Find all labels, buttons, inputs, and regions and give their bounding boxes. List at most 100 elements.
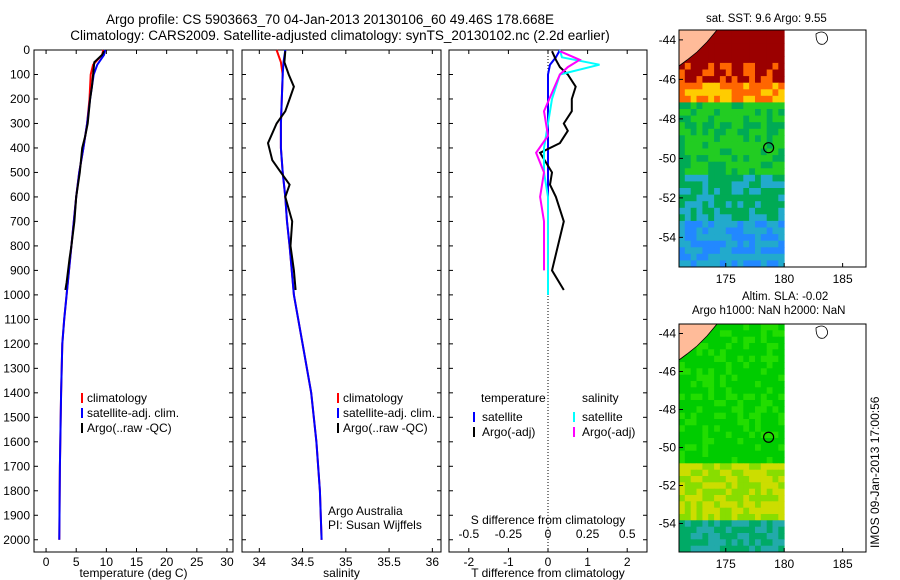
map-cell xyxy=(731,520,738,528)
map-cell xyxy=(731,214,738,222)
x-tick-label: 1 xyxy=(584,555,591,569)
map-cell xyxy=(690,387,697,395)
map-cell xyxy=(766,95,773,103)
map-cell xyxy=(772,181,779,189)
map-cell xyxy=(708,36,715,44)
map-cell xyxy=(743,526,750,534)
map-cell xyxy=(749,374,756,382)
map-cell xyxy=(719,141,727,149)
map-cell xyxy=(737,488,744,496)
map-cell xyxy=(714,425,721,433)
map-cell xyxy=(772,336,779,344)
map-cell xyxy=(778,220,785,228)
map-cell xyxy=(755,431,762,439)
map-cell xyxy=(708,253,715,261)
map-cell xyxy=(725,488,733,496)
map-cell xyxy=(737,482,744,490)
map-cell xyxy=(766,343,773,350)
map-cell xyxy=(690,400,697,407)
map-cell xyxy=(743,161,750,169)
map-cell xyxy=(714,330,721,338)
map-cell xyxy=(714,444,721,452)
map-cell xyxy=(737,148,744,156)
map-cell xyxy=(690,444,697,452)
map-cell xyxy=(766,89,773,97)
map-cell xyxy=(737,253,744,261)
map-cell xyxy=(737,507,744,515)
map-cell xyxy=(743,201,750,209)
map-cell xyxy=(679,69,686,77)
map-cell xyxy=(696,425,703,433)
map-cell xyxy=(749,330,756,338)
map-cell xyxy=(684,457,692,464)
map-cell xyxy=(755,141,762,149)
map-cell xyxy=(755,49,762,57)
map-cell xyxy=(772,507,779,515)
map-cell xyxy=(679,545,686,553)
map-cell xyxy=(684,520,692,528)
map-cell xyxy=(772,514,779,521)
map-cell xyxy=(749,406,756,414)
map-cell xyxy=(684,495,692,502)
map-cell xyxy=(731,526,738,534)
map-cell xyxy=(696,355,703,363)
map-cell xyxy=(690,260,697,268)
map-cell xyxy=(696,56,703,64)
map-cell xyxy=(772,174,779,182)
map-cell xyxy=(702,400,709,407)
map-cell xyxy=(719,234,727,242)
map-cell xyxy=(684,501,692,509)
map-cell xyxy=(760,520,768,528)
map-cell xyxy=(702,526,709,534)
map-cell xyxy=(743,412,750,420)
map-cell xyxy=(778,95,785,103)
map-cell xyxy=(714,514,721,521)
map-cell xyxy=(714,76,721,84)
map-cell xyxy=(696,49,703,57)
map-cell xyxy=(749,220,756,228)
legend-label: satellite-adj. clim. xyxy=(343,406,435,420)
map-cell xyxy=(749,240,756,248)
map-cell xyxy=(743,438,750,445)
map-cell xyxy=(778,374,785,382)
map-cell xyxy=(749,161,756,169)
map-cell xyxy=(702,495,709,502)
map-cell xyxy=(737,56,744,64)
map-cell xyxy=(778,76,785,84)
map-cell xyxy=(772,135,779,143)
map-cell xyxy=(719,161,727,169)
map-cell xyxy=(725,438,733,445)
map-cell xyxy=(749,214,756,222)
map-cell xyxy=(743,155,750,163)
map-cell xyxy=(760,82,768,90)
map-cell xyxy=(690,476,697,483)
map-cell xyxy=(702,128,709,136)
map-cell xyxy=(702,49,709,57)
map-cell xyxy=(772,201,779,209)
map-cell xyxy=(725,324,733,331)
map-cell xyxy=(714,148,721,156)
map-cell xyxy=(731,438,738,445)
y-tick-label: 500 xyxy=(10,165,30,179)
map-cell xyxy=(749,109,756,117)
map-cell xyxy=(743,514,750,521)
map-cell xyxy=(772,141,779,149)
map-cell xyxy=(702,95,709,103)
map-cell xyxy=(702,181,709,189)
map-cell xyxy=(702,514,709,521)
map-cell xyxy=(766,355,773,363)
map-cell xyxy=(766,507,773,515)
map-cell xyxy=(696,545,703,553)
map-cell xyxy=(719,374,727,382)
map-cell xyxy=(714,482,721,490)
map-cell xyxy=(749,425,756,433)
map-cell xyxy=(725,450,733,458)
map-cell xyxy=(760,207,768,215)
x-tick-top-label: 0.25 xyxy=(576,527,600,541)
map-cell xyxy=(725,343,733,350)
map-cell xyxy=(755,109,762,117)
map-cell xyxy=(755,194,762,202)
map-cell xyxy=(725,128,733,136)
map-cell xyxy=(731,168,738,176)
map-cell xyxy=(684,109,692,117)
